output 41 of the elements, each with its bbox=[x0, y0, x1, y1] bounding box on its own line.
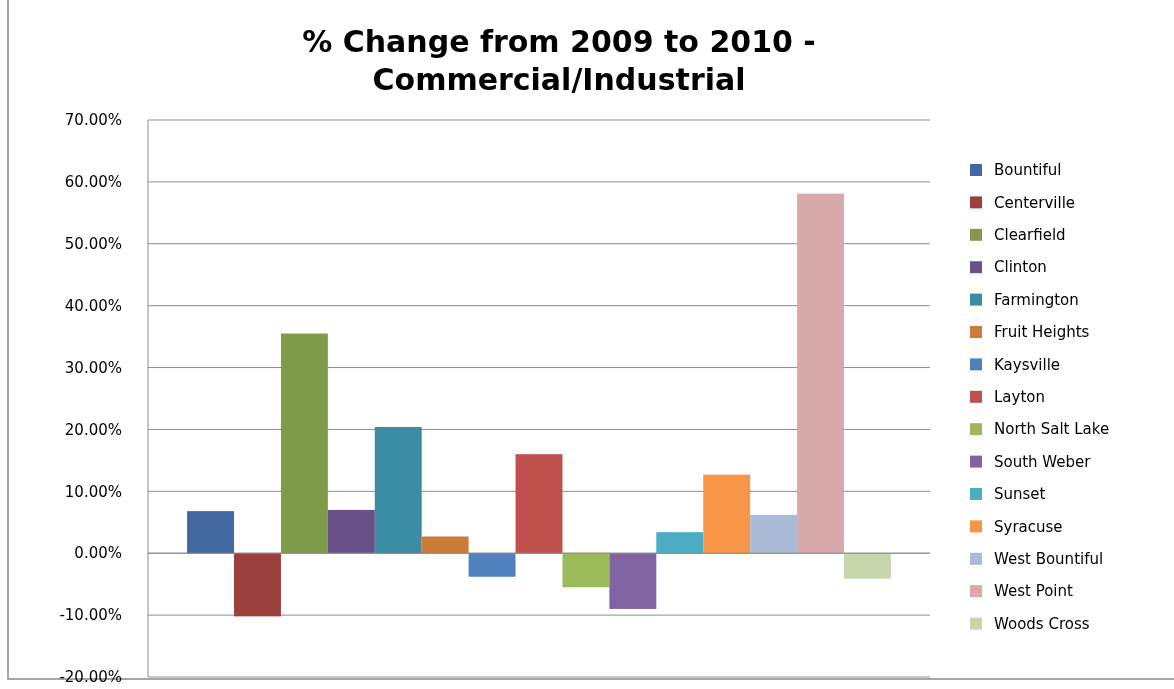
y-tick-label: 70.00% bbox=[64, 111, 122, 130]
legend-label: North Salt Lake bbox=[994, 420, 1110, 439]
y-tick-label: 0.00% bbox=[74, 544, 122, 563]
legend-label: West Point bbox=[994, 582, 1074, 601]
legend-label: Centerville bbox=[994, 193, 1076, 212]
bar bbox=[797, 193, 844, 554]
y-tick-label: 50.00% bbox=[64, 235, 122, 254]
bar bbox=[374, 426, 422, 554]
legend-label: Bountiful bbox=[994, 161, 1062, 180]
legend-label: West Bountiful bbox=[994, 550, 1104, 569]
chart-title: % Change from 2009 to 2010 - Commercial/Industrial bbox=[302, 24, 816, 97]
bar bbox=[187, 511, 235, 554]
bar bbox=[234, 553, 281, 617]
legend-label: Woods Cross bbox=[994, 614, 1090, 633]
bar bbox=[843, 553, 891, 579]
bar bbox=[468, 553, 516, 577]
y-tick-label: 40.00% bbox=[64, 296, 122, 315]
y-tick-label: -20.00% bbox=[59, 668, 122, 687]
legend-label: Clinton bbox=[994, 258, 1047, 277]
legend-label: Fruit Heights bbox=[994, 323, 1090, 342]
y-tick-label: 20.00% bbox=[64, 420, 122, 439]
bar bbox=[562, 553, 610, 588]
bar bbox=[656, 532, 704, 554]
bar bbox=[280, 333, 328, 554]
y-tick-label: 60.00% bbox=[64, 173, 122, 192]
legend-label: Layton bbox=[994, 388, 1045, 407]
bar bbox=[609, 553, 657, 609]
legend-label: Syracuse bbox=[994, 517, 1063, 536]
bar bbox=[750, 514, 798, 554]
bar bbox=[421, 536, 469, 554]
y-tick-label: 30.00% bbox=[64, 358, 122, 377]
y-tick-label: 10.00% bbox=[64, 482, 122, 501]
legend-label: South Weber bbox=[994, 452, 1092, 471]
bar bbox=[515, 454, 563, 554]
y-tick-label: -10.00% bbox=[59, 606, 122, 625]
legend-label: Sunset bbox=[994, 485, 1046, 504]
bar bbox=[327, 509, 375, 554]
bar bbox=[703, 474, 751, 554]
legend-label: Clearfield bbox=[994, 226, 1066, 245]
legend-label: Farmington bbox=[994, 290, 1079, 309]
legend-label: Kaysville bbox=[994, 355, 1061, 374]
